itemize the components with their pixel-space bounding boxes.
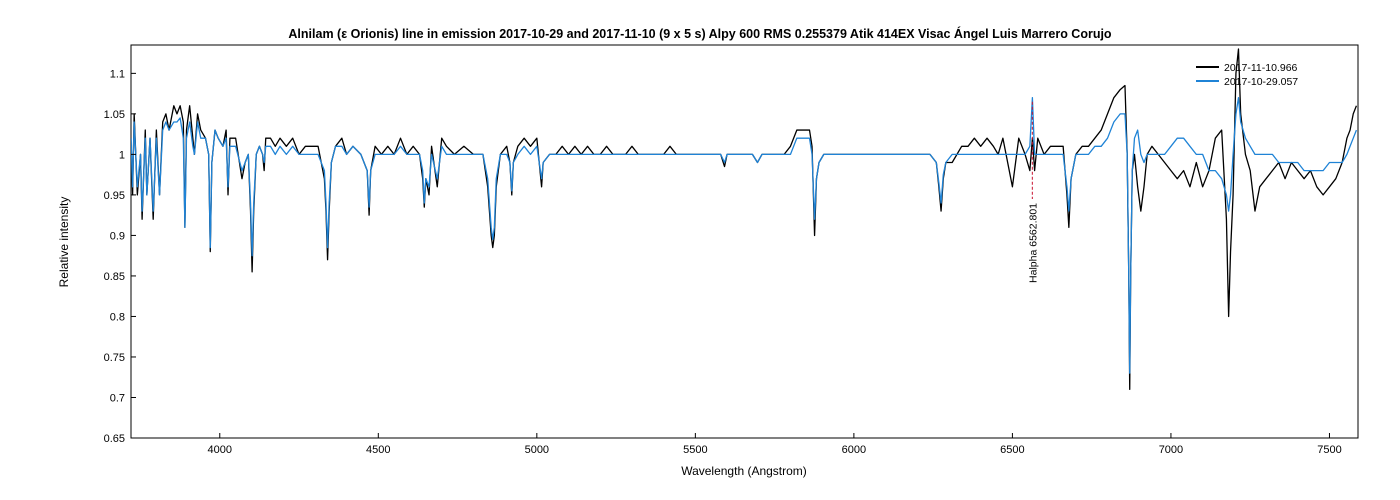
x-axis-ticks: 4000 4500 5000 5500 6000 6500 7000 7500 <box>208 433 1342 456</box>
y-axis-label: Relative intensity <box>57 197 71 288</box>
x-tick-label: 5500 <box>683 444 707 456</box>
x-tick-label: 6000 <box>842 444 866 456</box>
y-axis-ticks: 0.65 0.7 0.75 0.8 0.85 0.9 0.95 1 1.05 1.1 <box>104 68 136 445</box>
y-tick-label: 1.05 <box>104 109 125 121</box>
x-tick-label: 7000 <box>1159 444 1183 456</box>
y-tick-label: 0.85 <box>104 271 125 283</box>
y-tick-label: 0.95 <box>104 190 125 202</box>
series-layer <box>131 48 1358 391</box>
x-tick-label: 7500 <box>1317 444 1341 456</box>
y-tick-label: 0.65 <box>104 433 125 445</box>
x-axis-label: Wavelength (Angstrom) <box>681 464 807 478</box>
halpha-marker-label: Halpha 6562.801 <box>1027 203 1039 283</box>
legend: 2017-11-10.966 2017-10-29.057 <box>1196 62 1298 88</box>
series-line-2 <box>131 97 1358 374</box>
series-line-1 <box>131 48 1358 391</box>
x-tick-label: 4000 <box>208 444 232 456</box>
plot-frame <box>130 44 1359 439</box>
legend-label-series-2: 2017-10-29.057 <box>1224 76 1298 88</box>
x-tick-label: 4500 <box>366 444 390 456</box>
y-tick-label: 0.8 <box>110 311 125 323</box>
chart-title: Alnilam (ε Orionis) line in emission 201… <box>288 26 1112 41</box>
y-tick-label: 0.9 <box>110 230 125 242</box>
y-tick-label: 0.75 <box>104 352 125 364</box>
y-tick-label: 1 <box>119 149 125 161</box>
x-tick-label: 6500 <box>1000 444 1024 456</box>
annotation-layer: Halpha 6562.801 <box>1027 101 1039 283</box>
legend-label-series-1: 2017-11-10.966 <box>1224 62 1298 74</box>
y-tick-label: 0.7 <box>110 392 125 404</box>
x-tick-label: 5000 <box>525 444 549 456</box>
y-tick-label: 1.1 <box>110 68 125 80</box>
